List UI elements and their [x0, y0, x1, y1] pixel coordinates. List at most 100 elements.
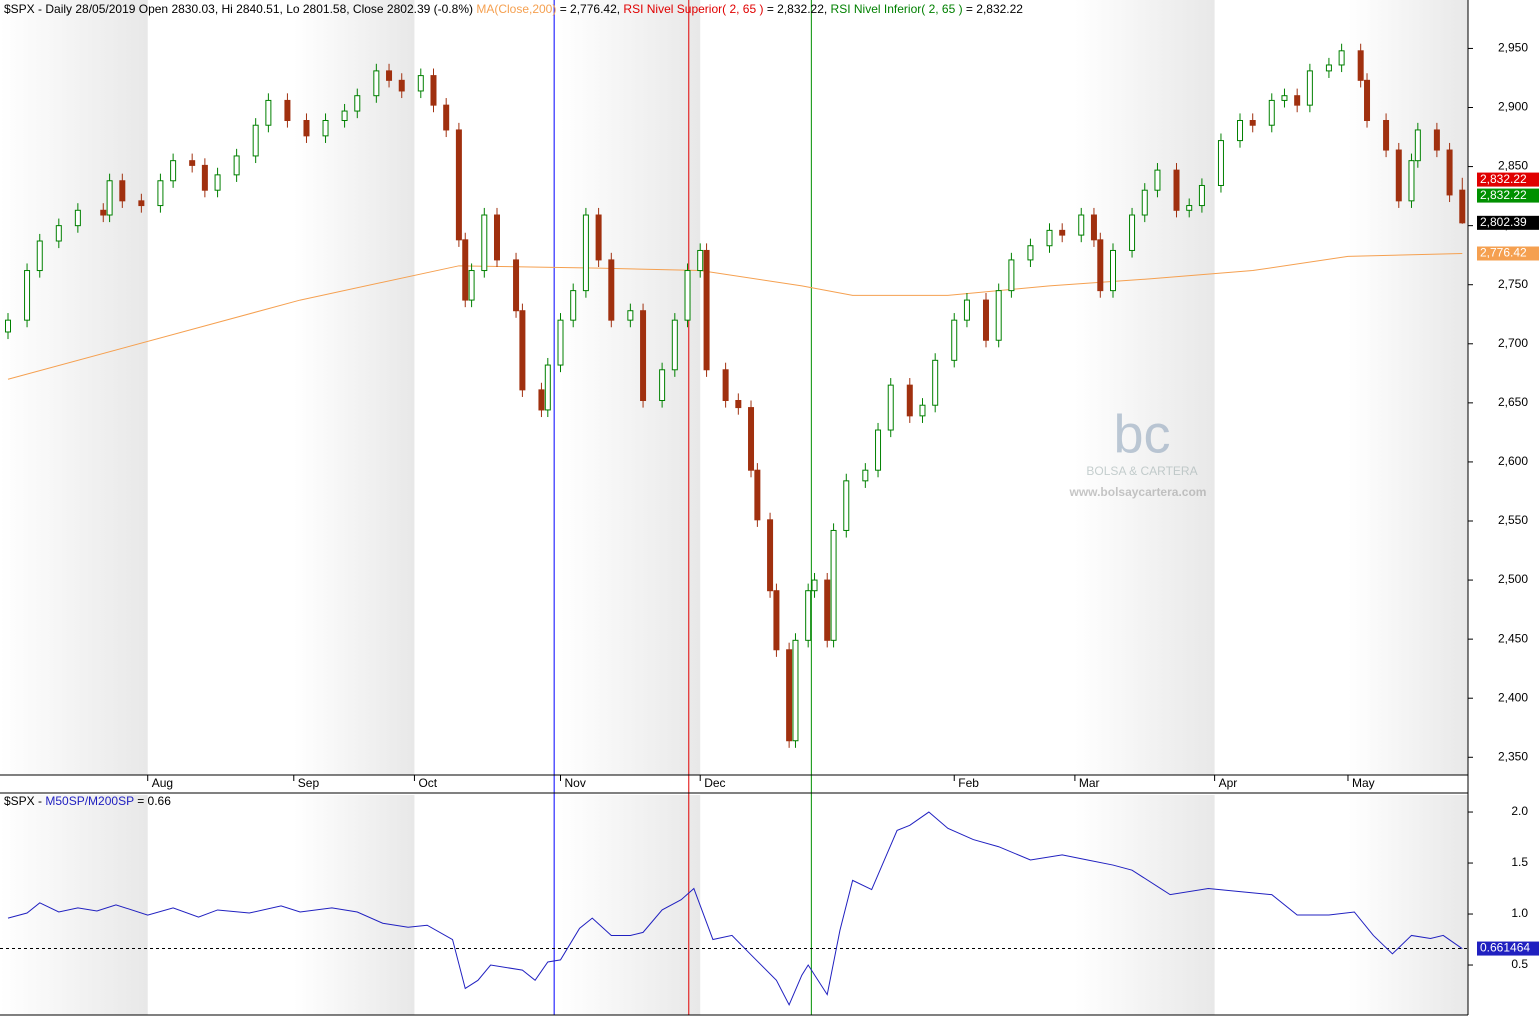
candle-body: [582, 214, 589, 292]
y-tick-label: 1.0: [1511, 906, 1528, 920]
candle-body: [265, 99, 272, 126]
candle-body: [519, 310, 526, 391]
candle-body: [684, 270, 691, 321]
y-tick-label: 2,400: [1498, 690, 1528, 704]
legend-text: MA(Close,200): [476, 2, 556, 16]
candle-body: [493, 214, 500, 261]
candle-body: [640, 310, 647, 401]
candle-body: [862, 469, 869, 482]
candle-body: [843, 480, 850, 531]
candle-body: [1395, 149, 1402, 202]
y-tick-label: 2,350: [1498, 749, 1528, 763]
candle-body: [754, 469, 761, 521]
candle-body: [233, 155, 240, 176]
candle-body: [963, 299, 970, 321]
candle-body: [906, 384, 913, 417]
candle-body: [341, 110, 348, 122]
y-tick-label: 2,450: [1498, 631, 1528, 645]
candle-body: [671, 319, 678, 371]
candle-body: [1408, 160, 1415, 202]
candle-body: [932, 359, 939, 406]
candle-body: [1294, 95, 1301, 106]
candle-body: [1059, 229, 1066, 236]
candle-body: [1237, 120, 1244, 142]
candle-body: [1129, 214, 1136, 251]
candle-body: [398, 79, 405, 92]
candle-body: [722, 369, 729, 401]
candle-body: [201, 164, 208, 191]
candle-body: [462, 239, 469, 301]
candle-body: [55, 225, 62, 242]
candle-body: [468, 270, 475, 301]
x-tick-label: Dec: [704, 776, 725, 790]
value-label: 0.661464: [1480, 941, 1530, 955]
y-tick-label: 2,650: [1498, 395, 1528, 409]
watermark-url: www.bolsaycartera.com: [1069, 485, 1207, 499]
candle-body: [1281, 95, 1288, 101]
candle-body: [1249, 120, 1256, 126]
candle-body: [322, 120, 329, 137]
candle-body: [703, 249, 710, 371]
candle-body: [805, 590, 812, 641]
candle-body: [748, 407, 755, 471]
candle-body: [106, 180, 113, 216]
month-band: [293, 795, 415, 1015]
candle-body: [1198, 184, 1205, 207]
main-header: $SPX - Daily 28/05/2019 Open 2830.03, Hi…: [4, 2, 1023, 16]
month-band: [1347, 0, 1468, 775]
candle-body: [170, 160, 177, 182]
month-band: [0, 795, 148, 1015]
candle-body: [627, 310, 634, 321]
candle-body: [1459, 189, 1466, 224]
month-band: [560, 795, 701, 1015]
candle-body: [786, 649, 793, 742]
value-label-box: [1477, 941, 1539, 956]
candle-body: [1217, 140, 1224, 186]
candle-body: [1414, 129, 1421, 162]
candle-body: [1097, 239, 1104, 292]
candle-body: [1090, 214, 1097, 241]
month-band: [1347, 795, 1468, 1015]
candle-body: [1433, 129, 1440, 151]
y-tick-label: 2,950: [1498, 41, 1528, 55]
candle-body: [417, 75, 424, 92]
watermark-logo: bc: [1113, 404, 1170, 464]
price-label: 2,832.22: [1480, 188, 1527, 202]
x-tick-label: Sep: [298, 776, 320, 790]
price-label-box: [1477, 188, 1539, 203]
watermark-name: BOLSA & CARTERA: [1086, 464, 1197, 478]
y-tick-label: 2.0: [1511, 804, 1528, 818]
x-tick-label: Feb: [958, 776, 979, 790]
y-tick-label: 2,500: [1498, 572, 1528, 586]
candle-body: [767, 519, 774, 592]
price-label-box: [1477, 172, 1539, 187]
candle-body: [100, 209, 107, 216]
candle-body: [830, 529, 837, 641]
candle-body: [995, 290, 1002, 341]
candle-body: [659, 369, 666, 401]
month-band: [293, 0, 415, 775]
legend-text: RSI Nivel Inferior( 2, 65 ): [831, 2, 963, 16]
legend-text: RSI Nivel Superior( 2, 65 ): [623, 2, 763, 16]
x-tick-label: May: [1352, 776, 1375, 790]
candle-body: [1186, 205, 1193, 211]
y-tick-label: 2,700: [1498, 336, 1528, 350]
candle-body: [1078, 214, 1085, 236]
candle-body: [544, 364, 551, 411]
candle-body: [1110, 249, 1117, 292]
candle-body: [1046, 229, 1053, 247]
legend-text: = 2,776.42,: [556, 2, 623, 16]
candle-body: [513, 259, 520, 312]
candle-body: [481, 214, 488, 272]
candle-body: [157, 180, 164, 207]
candle-body: [1141, 189, 1148, 216]
y-tick-label: 2,550: [1498, 513, 1528, 527]
candle-body: [595, 214, 602, 261]
x-tick-label: Oct: [418, 776, 437, 790]
candle-body: [74, 209, 81, 227]
month-band: [1074, 0, 1215, 775]
legend-text: $SPX - Daily 28/05/2019 Open 2830.03, Hi…: [4, 2, 476, 16]
month-band: [560, 0, 701, 775]
candle-body: [1306, 70, 1313, 106]
candle-body: [792, 639, 799, 742]
